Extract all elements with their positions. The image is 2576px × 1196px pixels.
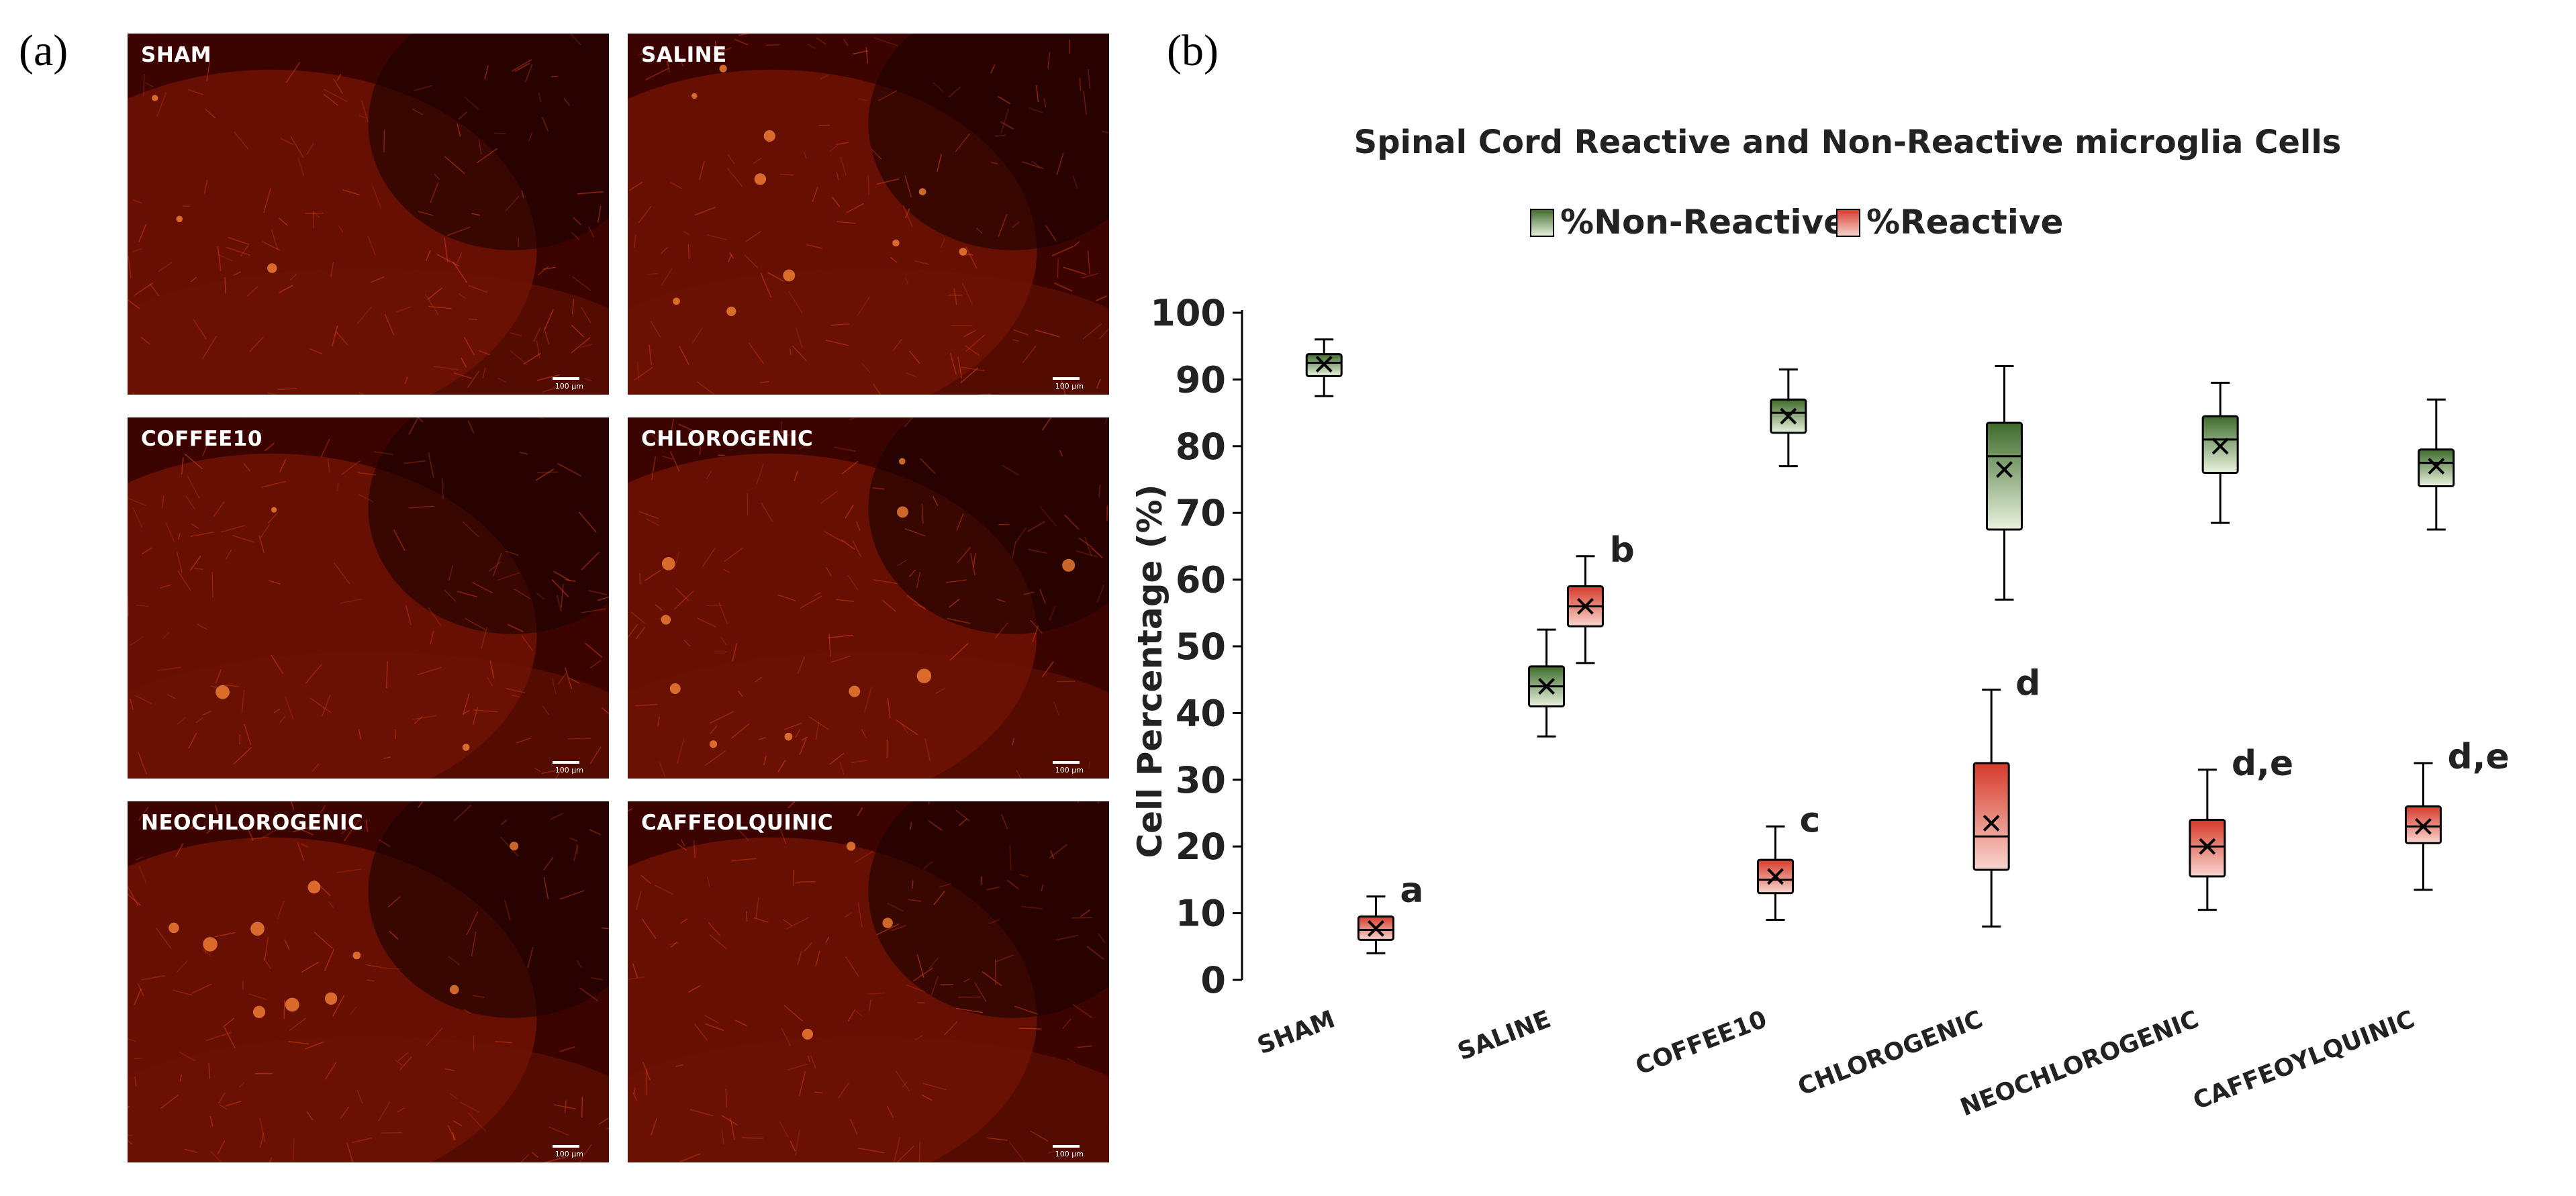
micrograph-label: COFFEE10 (141, 427, 263, 451)
scale-bar-label: 100 µm (1055, 766, 1084, 775)
scale-bar (1053, 1145, 1080, 1148)
mean-marker-reactive-neochlorogenic (2199, 838, 2216, 855)
micrograph-caffeolquinic: CAFFEOLQUINIC 100 µm (628, 801, 1109, 1162)
scale-bar (1053, 761, 1080, 764)
legend-swatch-non-reactive (1530, 209, 1554, 237)
y-tick-label: 0 (1200, 959, 1226, 1001)
micrograph-label: CAFFEOLQUINIC (641, 811, 834, 835)
mean-marker-non-reactive-caffeoylquinic (2428, 458, 2445, 475)
legend-swatch-reactive (1836, 209, 1860, 237)
legend-label-reactive: %Reactive (1866, 203, 2063, 242)
mean-marker-non-reactive-saline (1538, 678, 1555, 695)
significance-label-chlorogenic: d (2015, 664, 2040, 704)
mean-marker-non-reactive-coffee10 (1780, 407, 1797, 425)
significance-label-caffeoylquinic: d,e (2448, 737, 2510, 777)
scale-bar-label: 100 µm (1055, 1150, 1084, 1158)
scale-bar (553, 377, 579, 380)
box-non-reactive-chlorogenic (1985, 421, 2023, 531)
significance-label-saline: b (1609, 530, 1634, 570)
micrograph-label: CHLOROGENIC (641, 427, 814, 451)
y-tick-label: 40 (1176, 692, 1226, 734)
x-tick-label: CHLOROGENIC (1794, 1005, 1987, 1101)
y-tick-label: 100 (1150, 292, 1226, 334)
scale-bar (553, 1145, 579, 1148)
micrograph-texture (128, 801, 609, 1162)
legend: %Non-Reactive %Reactive (1530, 203, 2063, 242)
legend-label-non-reactive: %Non-Reactive (1560, 203, 1846, 242)
scale-bar-label: 100 µm (555, 766, 583, 775)
scale-bar-label: 100 µm (555, 382, 583, 391)
micrograph-sham: SHAM 100 µm (128, 34, 609, 395)
mean-marker-non-reactive-neochlorogenic (2211, 438, 2229, 455)
boxplot-chart: Spinal Cord Reactive and Non-Reactive mi… (1131, 123, 2510, 1122)
micrograph-chlorogenic: CHLOROGENIC 100 µm (628, 417, 1109, 779)
y-tick-label: 30 (1176, 759, 1226, 801)
scale-bar-label: 100 µm (1055, 382, 1084, 391)
scale-bar (1053, 377, 1080, 380)
y-tick-label: 60 (1176, 559, 1226, 601)
micrograph-label: NEOCHLOROGENIC (141, 811, 364, 835)
y-tick-label: 80 (1176, 426, 1226, 468)
y-tick-label: 20 (1176, 826, 1226, 868)
y-tick-label: 50 (1176, 626, 1226, 668)
x-tick-label: NEOCHLOROGENIC (1956, 1005, 2202, 1122)
micrograph-texture (628, 417, 1109, 779)
y-tick-label: 90 (1176, 358, 1226, 401)
mean-marker-non-reactive-chlorogenic (1996, 461, 2013, 479)
panel-b-letter: (b) (1167, 26, 1219, 75)
x-tick-label: SHAM (1254, 1005, 1339, 1060)
x-tick-label: CAFFEOYLQUINIC (2189, 1005, 2418, 1115)
micrograph-texture (128, 34, 609, 395)
x-tick-label: SALINE (1454, 1005, 1555, 1066)
box-marks: a b c d d,e d,e (1305, 338, 2510, 954)
mean-marker-reactive-caffeoylquinic (2415, 817, 2432, 835)
micrograph-texture (628, 34, 1109, 395)
micrograph-neochlorogenic: NEOCHLOROGENIC 100 µm (128, 801, 609, 1162)
micrograph-saline: SALINE 100 µm (628, 34, 1109, 395)
x-tick-label: COFFEE10 (1632, 1005, 1771, 1081)
scale-bar-label: 100 µm (555, 1150, 583, 1158)
mean-marker-reactive-sham (1368, 920, 1384, 937)
box-reactive-chlorogenic (1972, 762, 2010, 871)
y-tick-label: 70 (1176, 492, 1226, 534)
mean-marker-reactive-chlorogenic (1983, 814, 2000, 832)
micrograph-texture (128, 417, 609, 779)
y-axis-label: Cell Percentage (%) (1131, 484, 1170, 858)
mean-marker-reactive-coffee10 (1767, 868, 1784, 885)
significance-label-neochlorogenic: d,e (2232, 744, 2293, 784)
mean-marker-reactive-saline (1577, 597, 1594, 615)
significance-label-sham: a (1400, 870, 1423, 911)
chart-title: Spinal Cord Reactive and Non-Reactive mi… (1354, 123, 2342, 161)
mean-marker-non-reactive-sham (1315, 356, 1333, 372)
micrograph-texture (628, 801, 1109, 1162)
panel-a-letter: (a) (19, 26, 68, 75)
scale-bar (553, 761, 579, 764)
micrograph-label: SHAM (141, 43, 212, 67)
micrograph-coffee10: COFFEE10 100 µm (128, 417, 609, 779)
micrograph-label: SALINE (641, 43, 727, 67)
significance-label-coffee10: c (1800, 800, 1821, 840)
y-tick-label: 10 (1176, 893, 1226, 935)
